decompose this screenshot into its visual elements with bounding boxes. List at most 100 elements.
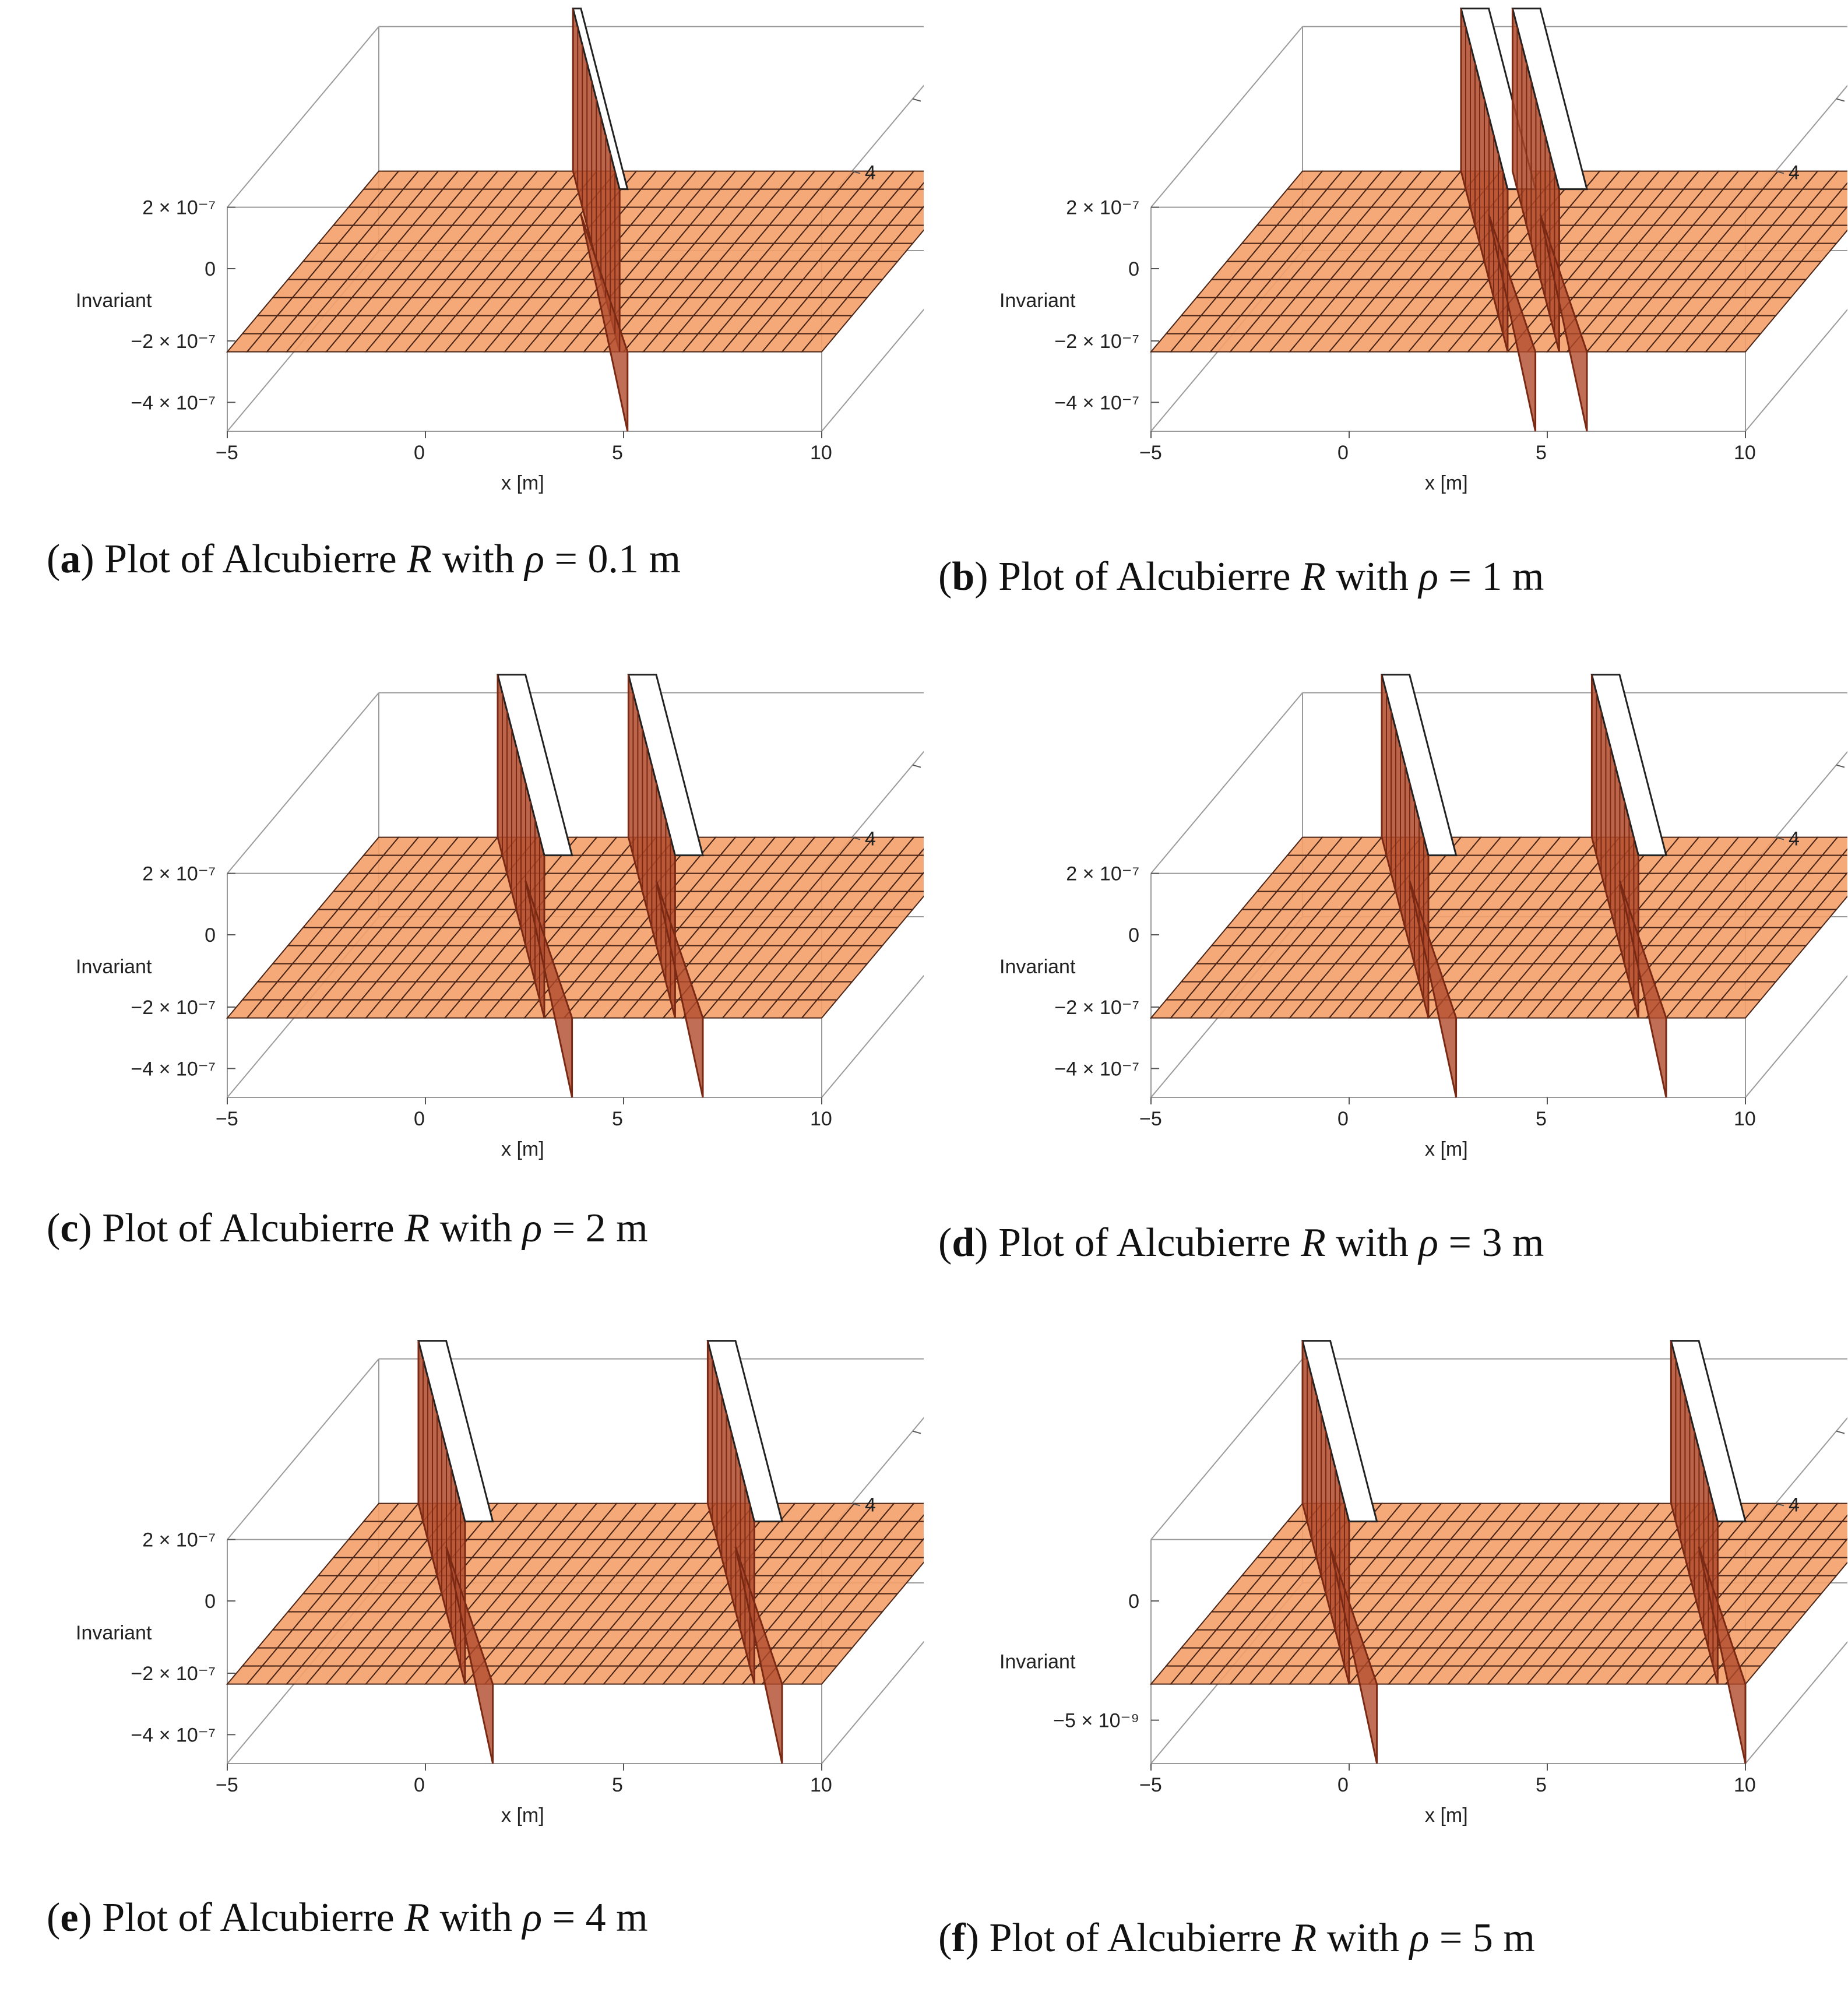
t-tick <box>851 170 861 174</box>
z-tick-label: −4 × 10⁻⁷ <box>131 1058 216 1080</box>
z-tick-label: 2 × 10⁻⁷ <box>1066 197 1139 219</box>
t-tick-label: 4 <box>1789 1494 1800 1516</box>
x-tick-label: 0 <box>1337 1774 1349 1796</box>
x-tick-label: 10 <box>1734 1774 1756 1796</box>
x-tick-label: −5 <box>216 442 238 464</box>
z-tick-label: 2 × 10⁻⁷ <box>142 1529 216 1551</box>
z-tick-label: 0 <box>205 1590 216 1613</box>
wall-0 <box>1301 1340 1378 1764</box>
x-tick-label: 5 <box>1536 1108 1547 1130</box>
z-tick-label: −2 × 10⁻⁷ <box>1054 330 1139 353</box>
wall-0 <box>497 674 573 1098</box>
t-tick-label: 4 <box>865 828 876 850</box>
box-edge-6 <box>1150 692 1303 874</box>
z-tick-label: −2 × 10⁻⁷ <box>131 997 216 1019</box>
box-edge-3 <box>821 308 924 432</box>
z-tick-label: 2 × 10⁻⁷ <box>1066 863 1139 885</box>
x-axis-label: x [m] <box>501 472 544 494</box>
wall-drop <box>655 880 704 1098</box>
z-tick-label: −2 × 10⁻⁷ <box>131 1663 216 1685</box>
z-tick-label: −2 × 10⁻⁷ <box>1054 997 1139 1019</box>
box-edge-3 <box>821 974 924 1098</box>
x-tick-label: −5 <box>1139 1108 1162 1130</box>
box-edge-6 <box>227 26 379 208</box>
wall-rim <box>1590 674 1667 857</box>
wall-drop <box>525 880 573 1098</box>
surface-cell <box>1724 999 1762 1019</box>
z-tick-label: −2 × 10⁻⁷ <box>131 330 216 353</box>
wall-drop <box>1539 214 1588 432</box>
surface-cell <box>800 333 839 353</box>
surface-cell <box>1840 848 1847 856</box>
x-tick-label: 10 <box>810 1108 832 1130</box>
wall-1 <box>1511 8 1588 432</box>
x-tick-label: 10 <box>1734 1108 1756 1130</box>
surface-cell <box>800 1665 839 1685</box>
z-tick-label: −4 × 10⁻⁷ <box>1054 392 1139 414</box>
x-tick-label: 10 <box>810 442 832 464</box>
wall-rim <box>1670 1340 1747 1523</box>
surface-cell <box>800 999 839 1019</box>
box-edge-3 <box>821 1641 924 1764</box>
wall-rim <box>417 1340 494 1523</box>
wall-drop <box>1698 1546 1747 1764</box>
wall-drop <box>445 1546 494 1764</box>
surface-mesh <box>226 1502 924 1685</box>
caption-b: (b) Plot of Alcubierre R with ρ = 1 m <box>938 554 1544 599</box>
wall-1 <box>1670 1340 1747 1764</box>
x-tick-label: −5 <box>216 1774 238 1796</box>
wall-drop <box>1409 880 1458 1098</box>
x-tick-label: 0 <box>414 1108 425 1130</box>
surface-cell <box>1724 333 1762 353</box>
z-tick-label: 0 <box>205 258 216 280</box>
surface-cell <box>1840 1514 1847 1522</box>
t-tick-label: 4 <box>865 162 876 184</box>
z-tick-label: −4 × 10⁻⁷ <box>1054 1058 1139 1080</box>
wall-drop <box>580 214 629 432</box>
surface-cell <box>906 872 924 892</box>
z-tick-label: 0 <box>1128 1590 1139 1613</box>
surface-cell <box>917 1514 924 1522</box>
wall-rim <box>627 674 704 857</box>
x-tick-label: −5 <box>1139 442 1162 464</box>
surface-mesh <box>1149 836 1847 1019</box>
box-edge-6 <box>227 692 379 874</box>
caption-a: (a) Plot of Alcubierre R with ρ = 0.1 m <box>47 537 681 582</box>
z-axis-label: Invariant <box>76 956 152 978</box>
x-tick-label: 5 <box>1536 442 1547 464</box>
z-tick-label: −4 × 10⁻⁷ <box>131 1724 216 1746</box>
wall-drop <box>1618 880 1667 1098</box>
caption-c: (c) Plot of Alcubierre R with ρ = 2 m <box>47 1206 648 1251</box>
wall-1 <box>706 1340 783 1764</box>
z-tick-label: 2 × 10⁻⁷ <box>142 863 216 885</box>
x-tick-label: 0 <box>414 442 425 464</box>
surface-mesh <box>226 836 924 1019</box>
x-tick-label: 5 <box>612 1108 623 1130</box>
t-tick <box>1836 98 1845 102</box>
x-axis-label: x [m] <box>1425 472 1468 494</box>
wall-drop <box>1488 214 1537 432</box>
wall-drop <box>1329 1546 1378 1764</box>
surface-cell <box>1830 206 1847 226</box>
t-tick <box>1775 1502 1784 1507</box>
x-axis-label: x [m] <box>1425 1138 1468 1160</box>
wall-1 <box>627 674 704 1098</box>
wall-0 <box>1381 674 1458 1098</box>
box-edge-3 <box>1745 974 1847 1098</box>
surface-mesh <box>1149 1502 1847 1685</box>
t-tick <box>1836 764 1845 768</box>
wall-drop <box>734 1546 783 1764</box>
surface-cell <box>1830 872 1847 892</box>
z-tick-label: 2 × 10⁻⁷ <box>142 197 216 219</box>
wall-rim <box>1381 674 1458 857</box>
x-tick-label: 0 <box>414 1774 425 1796</box>
wall-rim <box>497 674 573 857</box>
t-tick-label: 4 <box>1789 828 1800 850</box>
